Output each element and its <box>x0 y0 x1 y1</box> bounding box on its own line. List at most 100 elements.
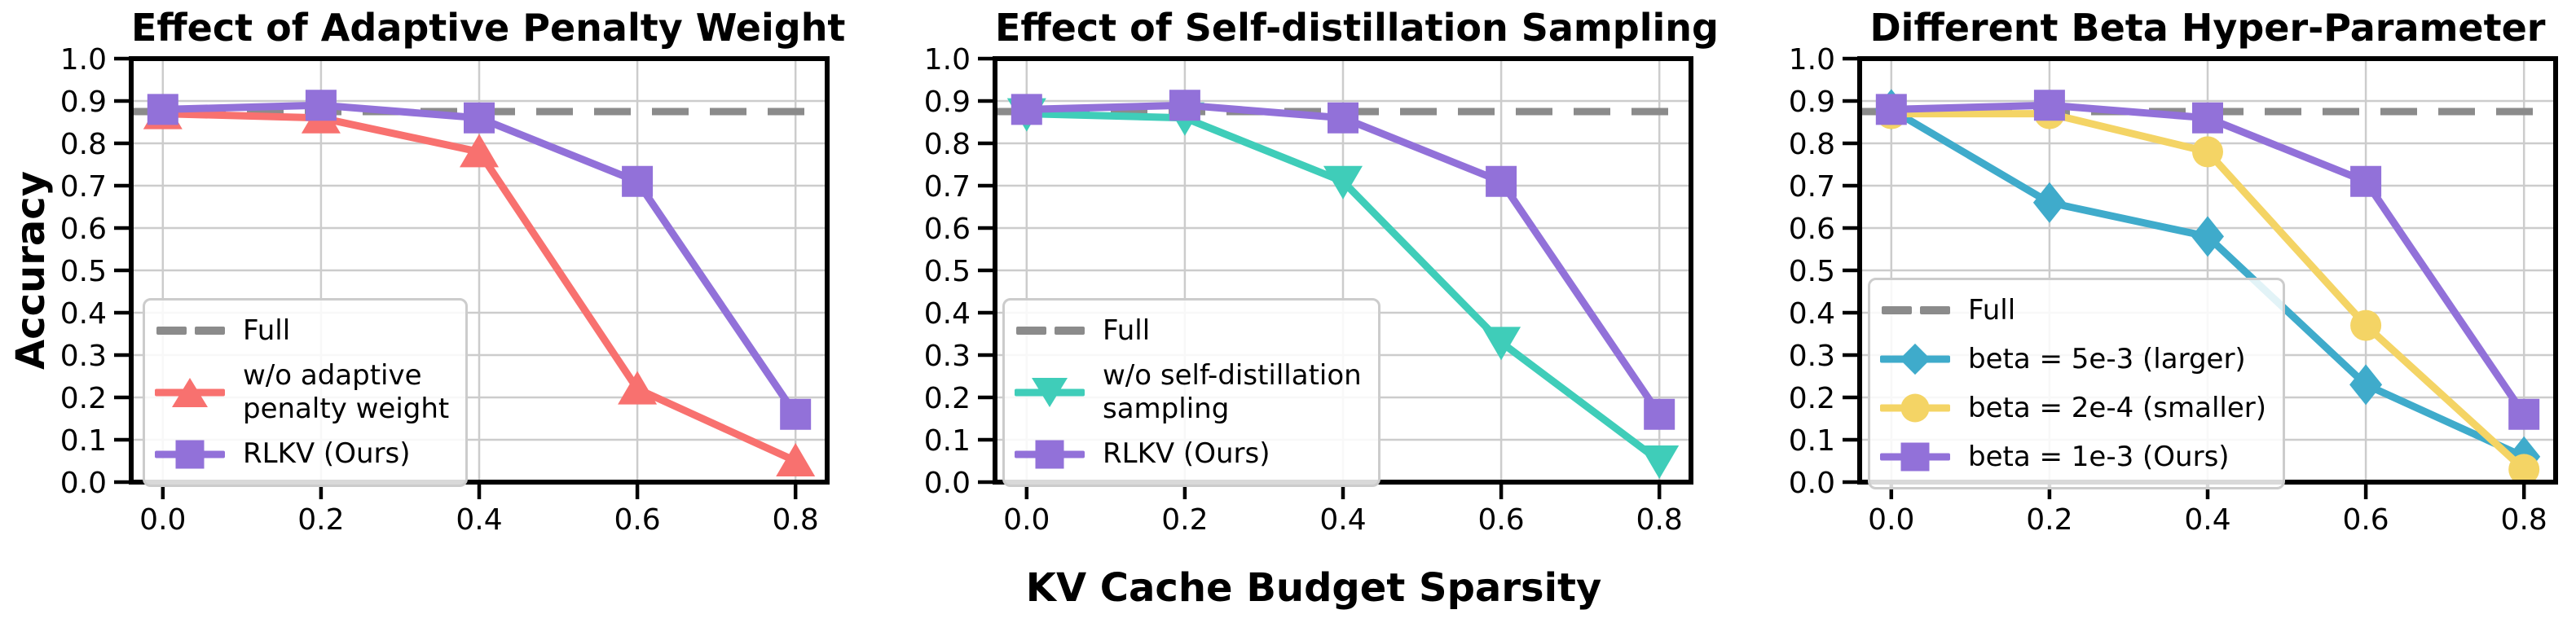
x-tick-label: 0.2 <box>297 503 344 537</box>
marker-diamond <box>2349 364 2383 406</box>
legend-entry: Full <box>155 310 449 351</box>
marker-square <box>464 102 495 134</box>
legend-label: beta = 1e-3 (Ours) <box>1968 440 2230 473</box>
x-tick-label: 0.8 <box>1636 503 1683 537</box>
legend-entry: beta = 2e-4 (smaller) <box>1880 388 2266 428</box>
marker-square <box>2033 90 2065 121</box>
legend-label: beta = 5e-3 (larger) <box>1968 342 2246 375</box>
marker-circle <box>2508 454 2540 485</box>
x-tick-label: 0.8 <box>2501 503 2547 537</box>
legend-chart-1: Full w/o self-distillation sampling RLKV (… <box>1002 298 1380 487</box>
y-tick-label: 0.7 <box>1789 170 1835 204</box>
x-axis-label: KV Cache Budget Sparsity <box>1025 565 1602 611</box>
y-tick-label: 0.7 <box>924 170 971 204</box>
y-tick-label: 0.9 <box>924 86 971 119</box>
y-tick-label: 0.6 <box>1789 213 1835 246</box>
marker-square <box>1328 102 1358 134</box>
y-tick-label: 0.2 <box>924 382 971 415</box>
legend-entry: RLKV (Ours) <box>155 434 449 475</box>
full-dash-sample <box>1880 290 1950 331</box>
y-tick-label: 0.8 <box>924 128 971 161</box>
y-tick-label: 0.1 <box>1789 424 1835 458</box>
y-tick-label: 0.2 <box>1789 382 1835 415</box>
y-tick-label: 0.5 <box>924 255 971 288</box>
marker-circle <box>2350 309 2382 341</box>
y-tick-label: 0.1 <box>60 424 107 458</box>
y-tick-label: 0.0 <box>924 467 971 500</box>
marker-triangle-down <box>1323 165 1363 200</box>
marker-square <box>2508 398 2540 430</box>
x-tick-label: 0.2 <box>2026 503 2072 537</box>
legend-label: RLKV (Ours) <box>243 437 411 471</box>
y-tick-label: 0.3 <box>1789 340 1835 373</box>
y-tick-label: 0.6 <box>60 213 107 246</box>
marker-diamond <box>2191 216 2224 257</box>
legend-label: Full <box>1968 293 2016 327</box>
x-tick-label: 0.4 <box>1319 503 1366 537</box>
marker-sample-circle <box>1880 388 1950 428</box>
y-tick-label: 0.5 <box>60 255 107 288</box>
y-tick-label: 0.2 <box>60 382 107 415</box>
y-tick-label: 0.4 <box>924 297 971 331</box>
x-tick-label: 0.6 <box>1477 503 1524 537</box>
marker-square <box>1169 90 1200 121</box>
legend-entry: beta = 1e-3 (Ours) <box>1880 437 2266 477</box>
y-tick-label: 0.0 <box>1789 467 1835 500</box>
x-tick-label: 0.8 <box>773 503 819 537</box>
x-tick-label: 0.4 <box>2184 503 2230 537</box>
y-tick-label: 0.6 <box>924 213 971 246</box>
y-tick-label: 0.3 <box>60 340 107 373</box>
chart-title-self-distillation-sampling: Effect of Self-distillation Sampling <box>995 6 1719 50</box>
marker-triangle-up <box>460 134 499 168</box>
y-tick-label: 0.5 <box>1789 255 1835 288</box>
legend-label: beta = 2e-4 (smaller) <box>1968 391 2267 424</box>
legend-entry: RLKV (Ours) <box>1015 434 1362 475</box>
full-dash-sample <box>1015 310 1085 351</box>
marker-sample-triangle-up <box>155 372 225 413</box>
y-tick-label: 0.9 <box>1789 86 1835 119</box>
y-tick-label: 0.4 <box>1789 297 1835 331</box>
y-axis-label: Accuracy <box>8 170 54 371</box>
x-tick-label: 0.6 <box>2342 503 2389 537</box>
marker-square <box>2192 102 2223 134</box>
marker-sample-diamond <box>1880 339 1950 380</box>
legend-entry: w/o self-distillation sampling <box>1015 359 1362 426</box>
legend-label: w/o self-distillation sampling <box>1103 359 1362 425</box>
marker-triangle-down <box>1482 327 1521 361</box>
marker-square <box>780 398 812 430</box>
marker-circle <box>2192 136 2223 168</box>
marker-diamond <box>2032 182 2066 223</box>
legend-chart-0: Full w/o adaptive penalty weight RLKV (Our… <box>143 298 469 487</box>
full-dash-sample <box>155 310 225 351</box>
y-tick-label: 0.9 <box>60 86 107 119</box>
legend-label: Full <box>1103 314 1151 347</box>
legend-entry: w/o adaptive penalty weight <box>155 359 449 426</box>
marker-square <box>2350 165 2382 197</box>
chart-title-beta-hyper-parameter: Different Beta Hyper-Parameter <box>1869 6 2546 50</box>
x-tick-label: 0.0 <box>1003 503 1050 537</box>
marker-square <box>1011 94 1042 125</box>
y-tick-label: 0.4 <box>60 297 107 331</box>
marker-sample-square <box>155 434 225 475</box>
legend-chart-2: Full beta = 5e-3 (larger) beta = 2e-4 (sma… <box>1868 278 2286 489</box>
legend-label: RLKV (Ours) <box>1103 437 1270 471</box>
y-tick-label: 0.1 <box>924 424 971 458</box>
marker-sample-square <box>1880 437 1950 477</box>
marker-square <box>147 94 178 125</box>
marker-triangle-down <box>1640 445 1680 479</box>
legend-entry: Full <box>1880 290 2266 331</box>
x-tick-label: 0.6 <box>614 503 660 537</box>
marker-triangle-up <box>618 371 658 405</box>
marker-sample-square <box>1015 434 1085 475</box>
legend-label: Full <box>243 314 291 347</box>
y-tick-label: 1.0 <box>1789 43 1835 77</box>
axes-frame <box>129 56 830 485</box>
y-tick-label: 0.8 <box>60 128 107 161</box>
marker-square <box>622 165 654 197</box>
marker-square <box>1875 94 1907 125</box>
legend-label: w/o adaptive penalty weight <box>243 359 450 425</box>
y-tick-label: 1.0 <box>924 43 971 77</box>
x-tick-label: 0.0 <box>1868 503 1914 537</box>
